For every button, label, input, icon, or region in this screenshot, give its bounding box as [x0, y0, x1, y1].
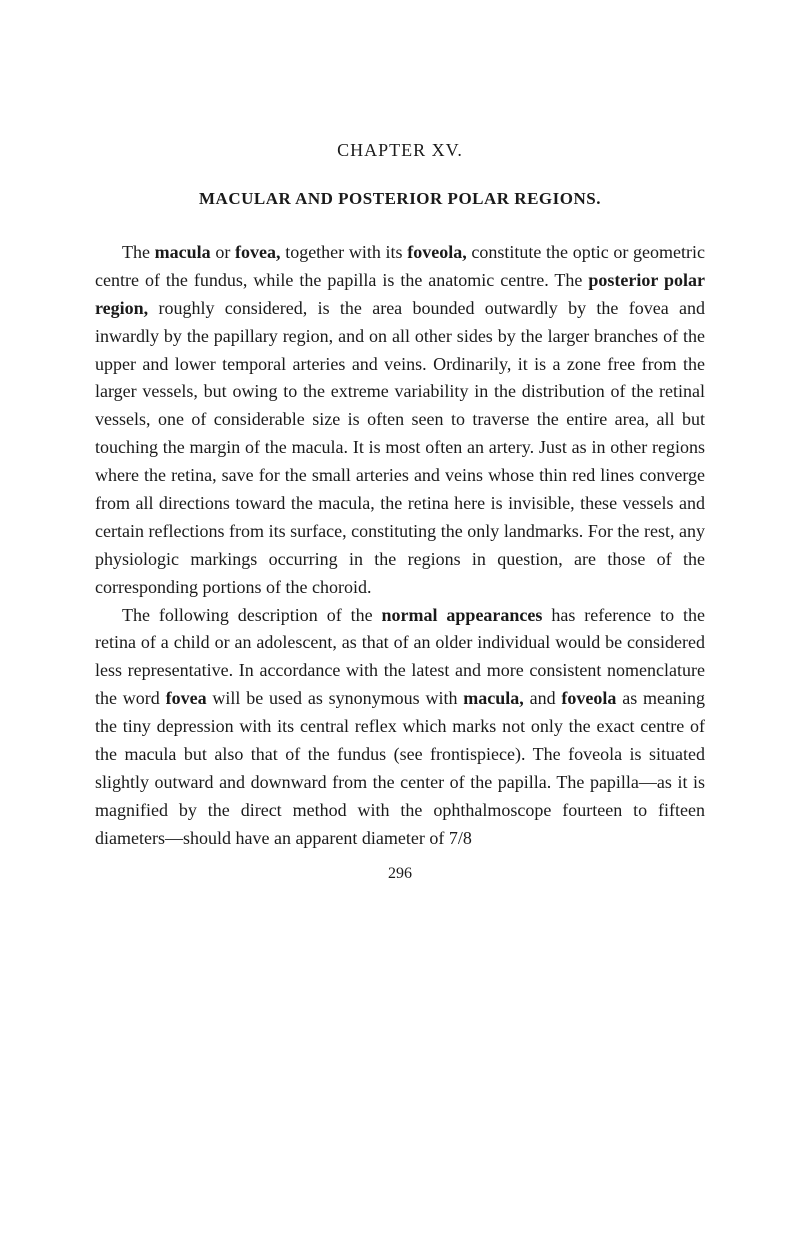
text: roughly considered, is the area bounded …: [95, 298, 705, 597]
bold-term: normal appearances: [382, 605, 543, 625]
page-number: 296: [95, 865, 705, 883]
bold-term: foveola,: [407, 242, 466, 262]
text: together with its: [281, 242, 408, 262]
bold-term: foveola: [561, 688, 616, 708]
bold-term: macula,: [463, 688, 524, 708]
bold-term: fovea: [166, 688, 207, 708]
bold-term: fovea,: [235, 242, 280, 262]
chapter-title: CHAPTER XV.: [95, 140, 705, 161]
text: The following description of the: [122, 605, 382, 625]
section-title: MACULAR AND POSTERIOR POLAR REGIONS.: [95, 189, 705, 209]
text: will be used as synonymous with: [207, 688, 464, 708]
text: and: [524, 688, 562, 708]
paragraph-1: The macula or fovea, together with its f…: [95, 239, 705, 602]
bold-term: macula: [155, 242, 211, 262]
text: or: [211, 242, 235, 262]
text: as meaning the tiny depression with its …: [95, 688, 705, 847]
paragraph-2: The following description of the normal …: [95, 602, 705, 853]
text: The: [122, 242, 155, 262]
